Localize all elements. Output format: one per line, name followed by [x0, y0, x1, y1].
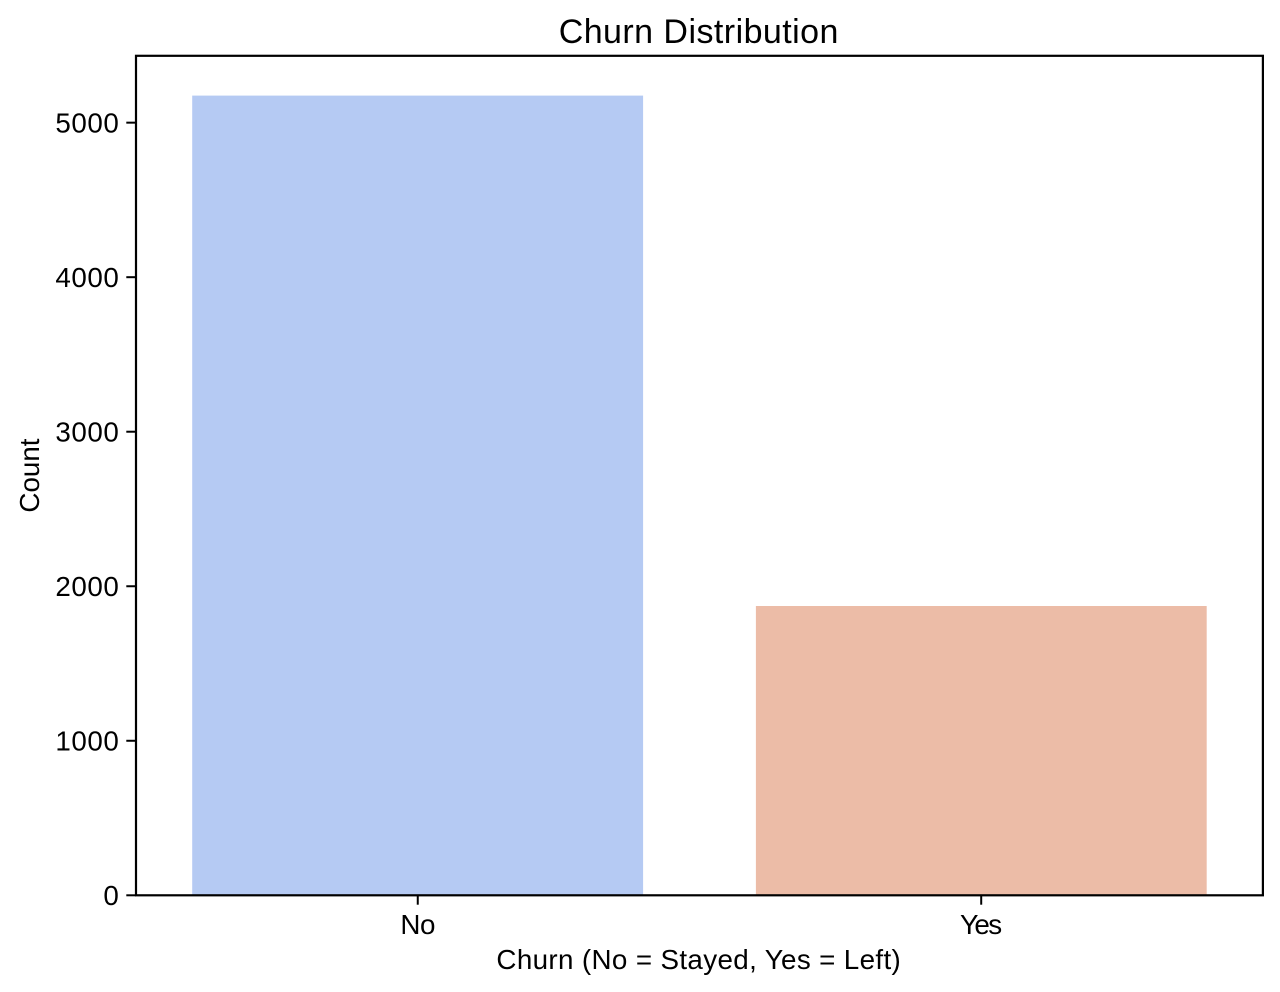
svg-text:Yes: Yes	[960, 909, 1001, 940]
svg-text:4000: 4000	[55, 262, 119, 293]
svg-text:0: 0	[103, 880, 119, 911]
svg-text:No: No	[400, 909, 435, 940]
svg-text:5000: 5000	[55, 108, 119, 139]
svg-text:2000: 2000	[55, 571, 119, 602]
svg-text:Count: Count	[14, 438, 45, 512]
svg-text:Churn Distribution: Churn Distribution	[559, 13, 839, 51]
svg-text:Churn (No = Stayed, Yes = Left: Churn (No = Stayed, Yes = Left)	[496, 944, 901, 975]
svg-text:1000: 1000	[55, 726, 119, 757]
svg-text:3000: 3000	[55, 417, 119, 448]
